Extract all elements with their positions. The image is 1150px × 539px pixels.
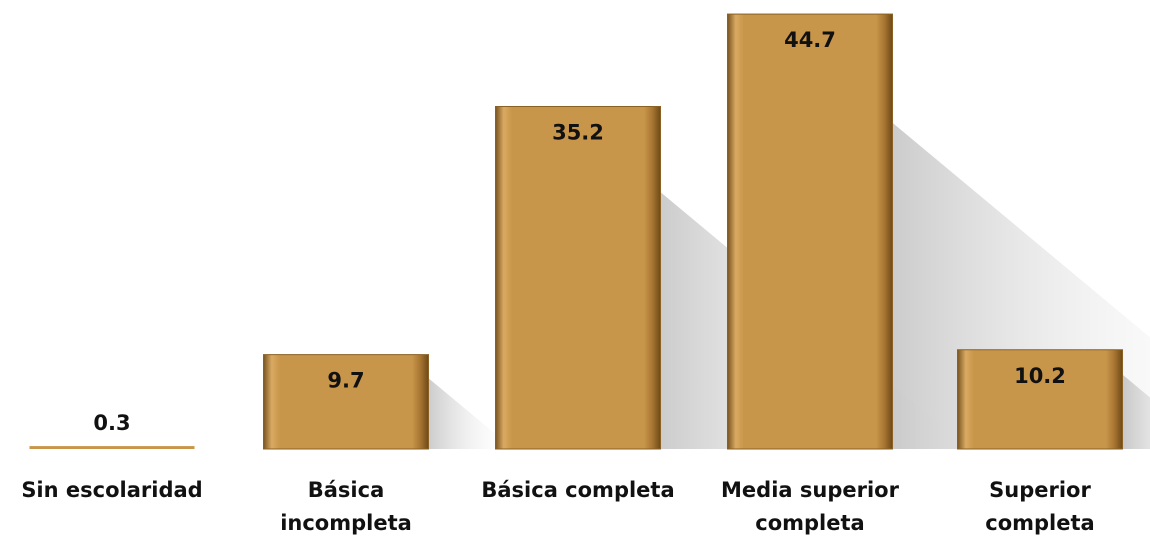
x-tick-label: Media superior completa [721, 478, 899, 535]
value-label: 35.2 [552, 121, 604, 145]
bar [957, 349, 1123, 450]
x-tick-label: Sin escolaridad [21, 478, 203, 502]
bar [727, 13, 893, 450]
value-label: 0.3 [93, 411, 130, 435]
value-label: 9.7 [327, 369, 364, 393]
bar [29, 446, 195, 449]
value-label: 10.2 [1014, 364, 1066, 388]
x-tick-label: Básica completa [481, 478, 675, 502]
bar-shadow [1122, 374, 1150, 449]
value-label: 44.7 [784, 28, 836, 52]
bar [263, 354, 429, 450]
bar [495, 106, 661, 450]
x-tick-label: Básica incompleta [280, 478, 412, 535]
x-tick-label: Superior completa [985, 478, 1095, 535]
bar-shadow [428, 378, 514, 449]
